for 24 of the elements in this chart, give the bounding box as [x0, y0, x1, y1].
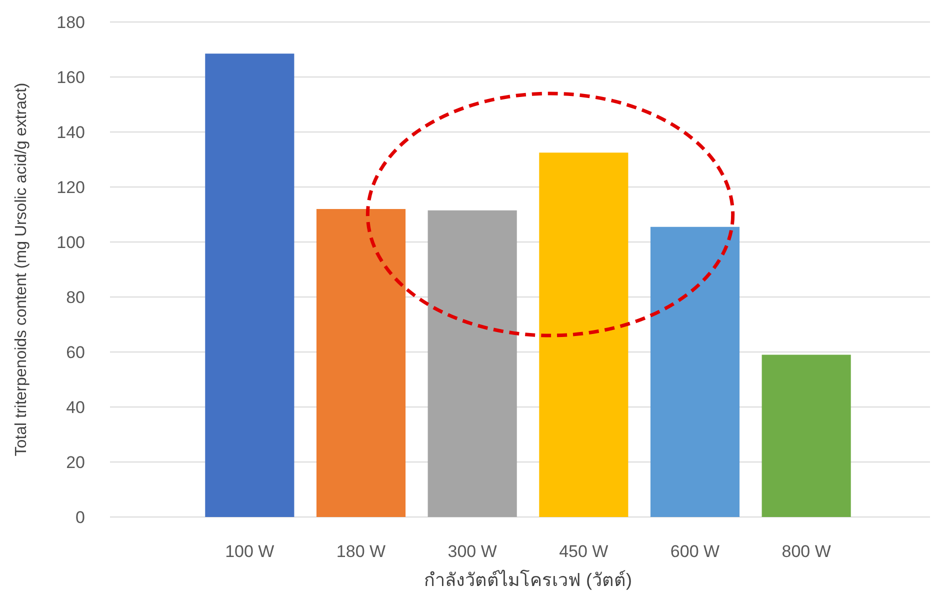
y-tick-label: 40: [66, 398, 85, 417]
y-tick-label: 160: [56, 68, 85, 87]
x-tick-label: 180 W: [336, 542, 386, 561]
y-tick-label: 100: [56, 233, 85, 252]
bar: [762, 354, 851, 517]
y-tick-label: 20: [66, 453, 85, 472]
y-tick-label: 140: [56, 123, 85, 142]
x-tick-label: 450 W: [559, 542, 608, 561]
x-tick-label: 800 W: [782, 542, 831, 561]
y-axis-title: Total triterpenoids content (mg Ursolic acid/g extract): [13, 82, 30, 456]
y-tick-label: 60: [66, 343, 85, 362]
y-tick-label: 180: [56, 13, 85, 32]
bar: [539, 152, 628, 517]
y-tick-label: 80: [66, 288, 85, 307]
x-tick-label: 600 W: [670, 542, 720, 561]
x-tick-label: 300 W: [448, 542, 497, 561]
bar: [205, 54, 294, 517]
x-axis-title: กำลังวัตต์ไมโครเวฟ (วัตต์): [424, 569, 632, 590]
bar: [316, 209, 406, 517]
y-tick-label: 120: [56, 178, 85, 197]
x-tick-label: 100 W: [225, 542, 274, 561]
y-tick-label: 0: [76, 508, 85, 527]
bar: [650, 226, 740, 517]
bar: [428, 210, 517, 517]
